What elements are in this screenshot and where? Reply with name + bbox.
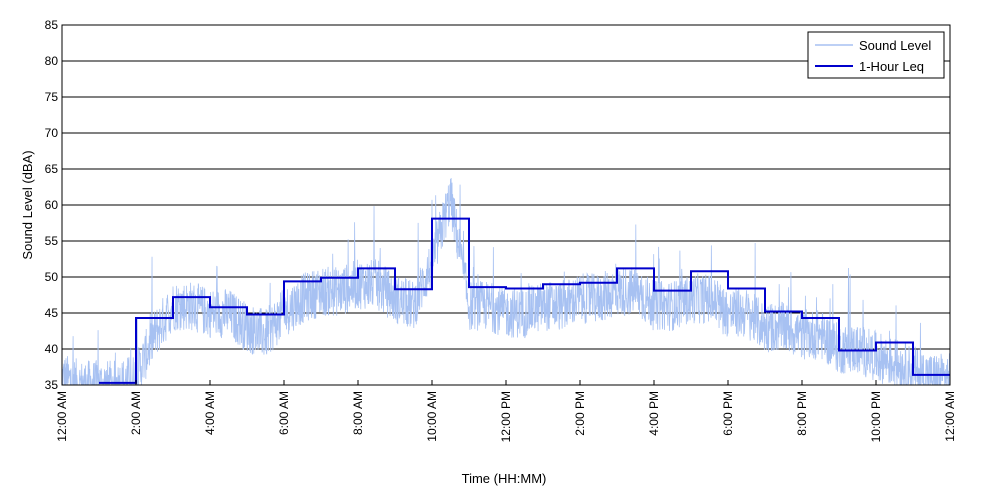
y-tick-label: 80 [45,54,59,68]
y-tick-label: 85 [45,18,59,32]
legend-label-1-hour-leq: 1-Hour Leq [859,59,924,74]
y-tick-label: 55 [45,234,59,248]
x-tick-label: 6:00 PM [721,391,735,436]
x-tick-label: 4:00 AM [203,391,217,435]
y-tick-label: 45 [45,306,59,320]
x-tick-label: 10:00 AM [425,391,439,442]
series-1-hour-leq [99,217,950,384]
y-tick-label: 50 [45,270,59,284]
x-tick-label: 2:00 AM [129,391,143,435]
x-axis-title: Time (HH:MM) [462,471,547,486]
x-tick-label: 8:00 AM [351,391,365,435]
x-tick-label: 12:00 AM [943,391,957,442]
y-axis: 35 40 45 50 55 60 65 70 75 80 85 [45,18,67,392]
y-tick-label: 40 [45,342,59,356]
x-tick-label: 4:00 PM [647,391,661,436]
x-tick-label: 12:00 AM [55,391,69,442]
x-axis: 12:00 AM 2:00 AM 4:00 AM 6:00 AM 8:00 AM 10:0… [55,380,957,442]
y-tick-label: 60 [45,198,59,212]
legend-box [807,31,945,79]
y-tick-label: 35 [45,378,59,392]
x-tick-label: 12:00 PM [499,391,513,442]
x-tick-label: 6:00 AM [277,391,291,435]
legend-label-sound-level: Sound Level [859,38,931,53]
y-tick-label: 70 [45,126,59,140]
x-tick-label: 2:00 PM [573,391,587,436]
y-axis-title: Sound Level (dBA) [20,150,35,259]
y-tick-label: 75 [45,90,59,104]
legend: Sound Level 1-Hour Leq [807,31,945,79]
y-tick-label: 65 [45,162,59,176]
x-tick-label: 8:00 PM [795,391,809,436]
leq-step-line [99,217,950,384]
x-tick-label: 10:00 PM [869,391,883,442]
